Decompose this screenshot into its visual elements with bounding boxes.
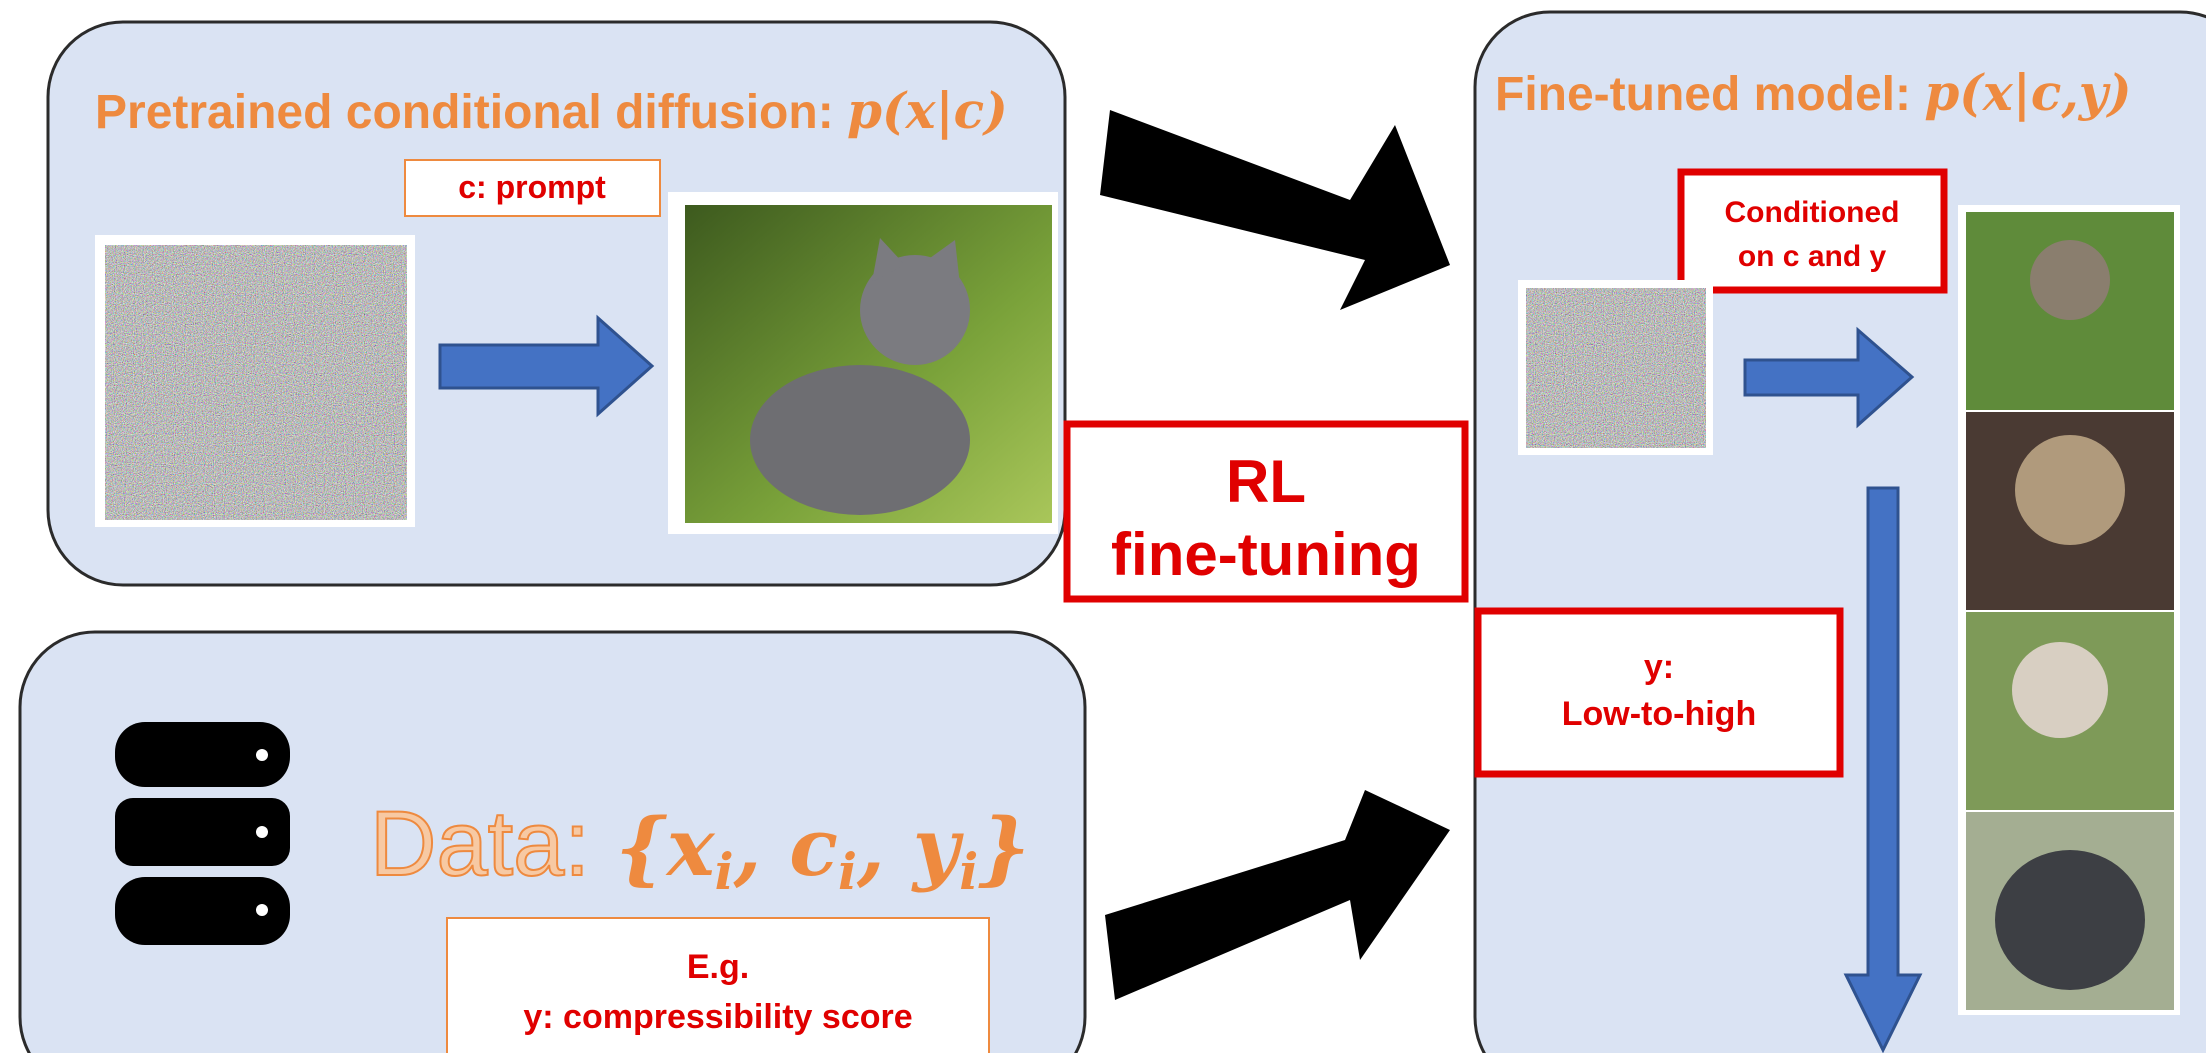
noise-image [1526,288,1706,448]
prompt-label: c: prompt [458,169,606,205]
y-line2: Low-to-high [1562,695,1756,733]
cat-body [750,365,970,515]
example-line1: E.g. [687,948,749,986]
rl-line1: RL [1226,448,1306,515]
black-arrow [1105,790,1450,1000]
diagram: Pretrained conditional diffusion: p(x|c)… [0,0,2206,1053]
finetuned-title: Fine-tuned model: p(x|c,y) [1495,63,2132,123]
cat-face [2030,240,2110,320]
cat-face [1995,850,2145,990]
pretrained-title: Pretrained conditional diffusion: p(x|c) [95,81,1008,141]
y-line1: y: [1644,648,1674,686]
rl-line2: fine-tuning [1111,521,1421,588]
data-title: Data: {xi, ci, yi} [370,793,1030,901]
condition-line1: Conditioned [1725,196,1900,229]
database-icon [115,722,290,945]
cat-face [2012,642,2108,738]
y-box [1478,611,1840,774]
condition-line2: on c and y [1738,240,1887,273]
noise-image [105,245,407,520]
example-line2: y: compressibility score [523,998,912,1036]
cat-face [2015,435,2125,545]
black-arrow [1100,110,1450,310]
